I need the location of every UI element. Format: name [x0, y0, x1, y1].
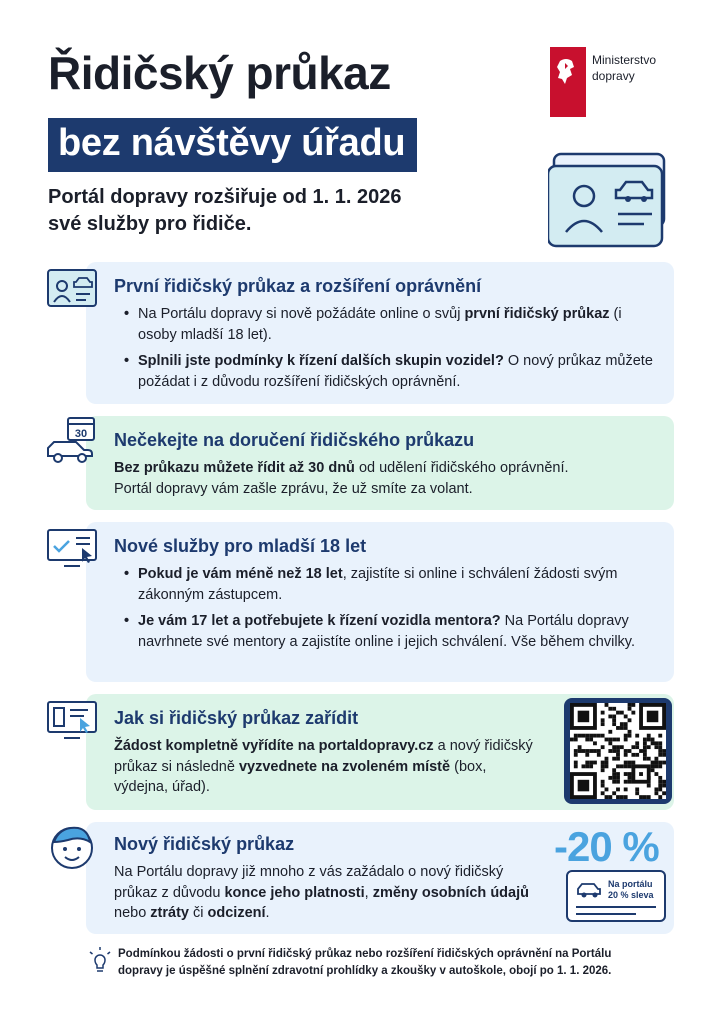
car-calendar-icon: 30: [47, 417, 95, 463]
id-card-icon: [47, 269, 97, 307]
footnote: Podmínkou žádosti o první řidičský průka…: [118, 946, 678, 979]
section-3-title: Nové služby pro mladší 18 let: [114, 536, 367, 556]
section-1-body: Na Portálu dopravy si nově požádáte onli…: [122, 304, 662, 398]
qr-code[interactable]: [564, 698, 672, 804]
car-icon: [577, 883, 601, 898]
discount-label: Na portálu 20 % sleva: [608, 879, 654, 901]
page-title: Řidičský průkaz: [48, 47, 391, 99]
lead-line-2: své služby pro řidiče.: [48, 213, 252, 235]
section-2-body: Bez průkazu můžete řídit až 30 dnů od ud…: [114, 460, 569, 497]
section-2-title: Nečekejte na doručení řidičského průkazu: [114, 430, 475, 450]
logo-line-2: dopravy: [592, 68, 635, 83]
person-face-icon: [51, 826, 93, 869]
lead-line-1: Portál dopravy rozšiřuje od 1. 1. 2026: [48, 186, 402, 208]
logo-text: Ministerstvo dopravy: [592, 53, 656, 84]
section-4-body: Žádost kompletně vyřídíte na portaldopra…: [114, 738, 533, 796]
logo-line-1: Ministerstvo: [592, 53, 657, 67]
monitor-check-icon: [47, 529, 97, 567]
section-no-wait: [86, 416, 674, 510]
qr-code-pattern: [570, 703, 666, 799]
section-1-title: První řidičský průkaz a rozšíření oprávn…: [114, 276, 482, 296]
monitor-form-icon: [47, 701, 97, 739]
section-3-body: Pokud je vám méně než 18 let, zajistíte …: [122, 564, 658, 658]
lead-text: Portál dopravy rozšiřuje od 1. 1. 2026 s…: [48, 184, 401, 238]
coat-of-arms-icon: [550, 47, 586, 117]
list-item: Splnili jste podmínky k řízení dalších s…: [122, 351, 662, 392]
divider: [576, 906, 656, 908]
divider: [576, 913, 636, 915]
discount-badge: -20 % Na portálu 20 % sleva: [552, 826, 672, 924]
discount-card: Na portálu 20 % sleva: [566, 870, 666, 922]
lightbulb-icon: [89, 947, 111, 972]
footnote-line-2: dopravy je úspěšné splnění zdravotní pro…: [118, 964, 612, 977]
ministry-logo: Ministerstvo dopravy: [550, 47, 670, 117]
calendar-number: 30: [75, 428, 87, 440]
list-item: Na Portálu dopravy si nově požádáte onli…: [122, 304, 662, 345]
page-subtitle: bez návštěvy úřadu: [48, 118, 418, 172]
footnote-line-1: Podmínkou žádosti o první řidičský průka…: [118, 948, 612, 960]
list-item: Pokud je vám méně než 18 let, zajistíte …: [122, 564, 658, 605]
license-cards-icon: [548, 152, 666, 248]
discount-percent: -20 %: [554, 823, 660, 870]
section-5-body: Na Portálu dopravy již mnoho z vás zažád…: [114, 864, 529, 922]
section-4-title: Jak si řidičský průkaz zařídit: [114, 708, 359, 728]
list-item: Je vám 17 let a potřebujete k řízení voz…: [122, 611, 658, 652]
section-5-title: Nový řidičský průkaz: [114, 834, 295, 854]
